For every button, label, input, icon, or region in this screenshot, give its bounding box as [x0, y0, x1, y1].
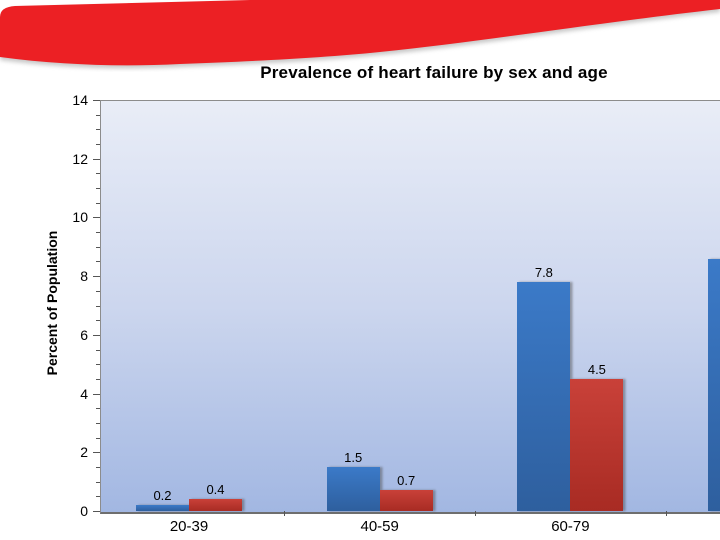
bar-red-series-60-79	[570, 378, 624, 511]
y-minor-tick	[96, 364, 100, 366]
y-tick-label: 8	[80, 268, 88, 285]
x-boundary-tick	[284, 511, 286, 516]
y-minor-tick	[96, 466, 100, 468]
chart-title: Prevalence of heart failure by sex and a…	[260, 63, 608, 82]
y-minor-tick	[96, 422, 100, 424]
bar-blue-series-60-79	[517, 282, 571, 511]
bar-value-label: 7.8	[534, 265, 553, 280]
x-category-label: 20-39	[169, 518, 209, 535]
y-minor-tick	[96, 129, 100, 131]
y-minor-tick	[96, 378, 100, 380]
bar-blue-series-40-59	[326, 466, 380, 511]
y-major-tick	[93, 452, 100, 454]
bar-red-series-40-59	[379, 490, 433, 511]
plot-area	[100, 100, 720, 514]
bar-blue-series-20-39	[136, 505, 189, 511]
y-minor-tick	[96, 481, 100, 483]
y-minor-tick	[96, 114, 100, 116]
y-minor-tick	[96, 349, 100, 351]
y-minor-tick	[96, 437, 100, 439]
y-tick-label: 4	[80, 385, 88, 402]
bar-value-label: 0.4	[206, 482, 225, 498]
y-minor-tick	[96, 496, 100, 498]
y-major-tick	[93, 334, 100, 336]
y-minor-tick	[96, 261, 100, 263]
y-major-tick	[93, 511, 100, 512]
y-minor-tick	[96, 232, 100, 234]
y-minor-tick	[96, 320, 100, 322]
bar-value-label: 4.5	[587, 361, 606, 377]
bar-red-series-20-39	[189, 499, 242, 511]
y-minor-tick	[96, 202, 100, 204]
y-major-tick	[93, 100, 100, 101]
y-major-tick	[93, 393, 100, 395]
y-tick-label: 14	[72, 92, 88, 108]
x-category-label: 60-79	[551, 518, 590, 535]
y-tick-label: 2	[80, 444, 88, 461]
y-minor-tick	[96, 246, 100, 248]
bar-value-label: 1.5	[344, 449, 363, 465]
y-major-tick	[93, 276, 100, 278]
bar-blue-series-cutoff	[708, 258, 720, 511]
y-tick-label: 6	[80, 326, 88, 343]
y-axis-title: Percent of Population	[44, 230, 60, 376]
y-tick-label: 12	[72, 150, 88, 167]
y-minor-tick	[96, 408, 100, 410]
y-minor-tick	[96, 305, 100, 307]
bar-value-label: 0.7	[397, 473, 416, 489]
red-swoosh-shape	[0, 0, 720, 66]
x-boundary-tick	[665, 511, 667, 516]
y-minor-tick	[96, 188, 100, 190]
y-minor-tick	[96, 144, 100, 146]
x-category-label: 40-59	[360, 518, 399, 535]
y-tick-label: 10	[72, 209, 88, 226]
y-minor-tick	[96, 290, 100, 292]
y-major-tick	[93, 158, 100, 160]
y-major-tick	[93, 217, 100, 219]
bar-value-label: 0.2	[153, 488, 172, 504]
y-tick-label: 0	[80, 503, 88, 519]
red-swoosh-banner	[0, 0, 720, 69]
y-minor-tick	[96, 173, 100, 175]
x-boundary-tick	[475, 511, 477, 516]
